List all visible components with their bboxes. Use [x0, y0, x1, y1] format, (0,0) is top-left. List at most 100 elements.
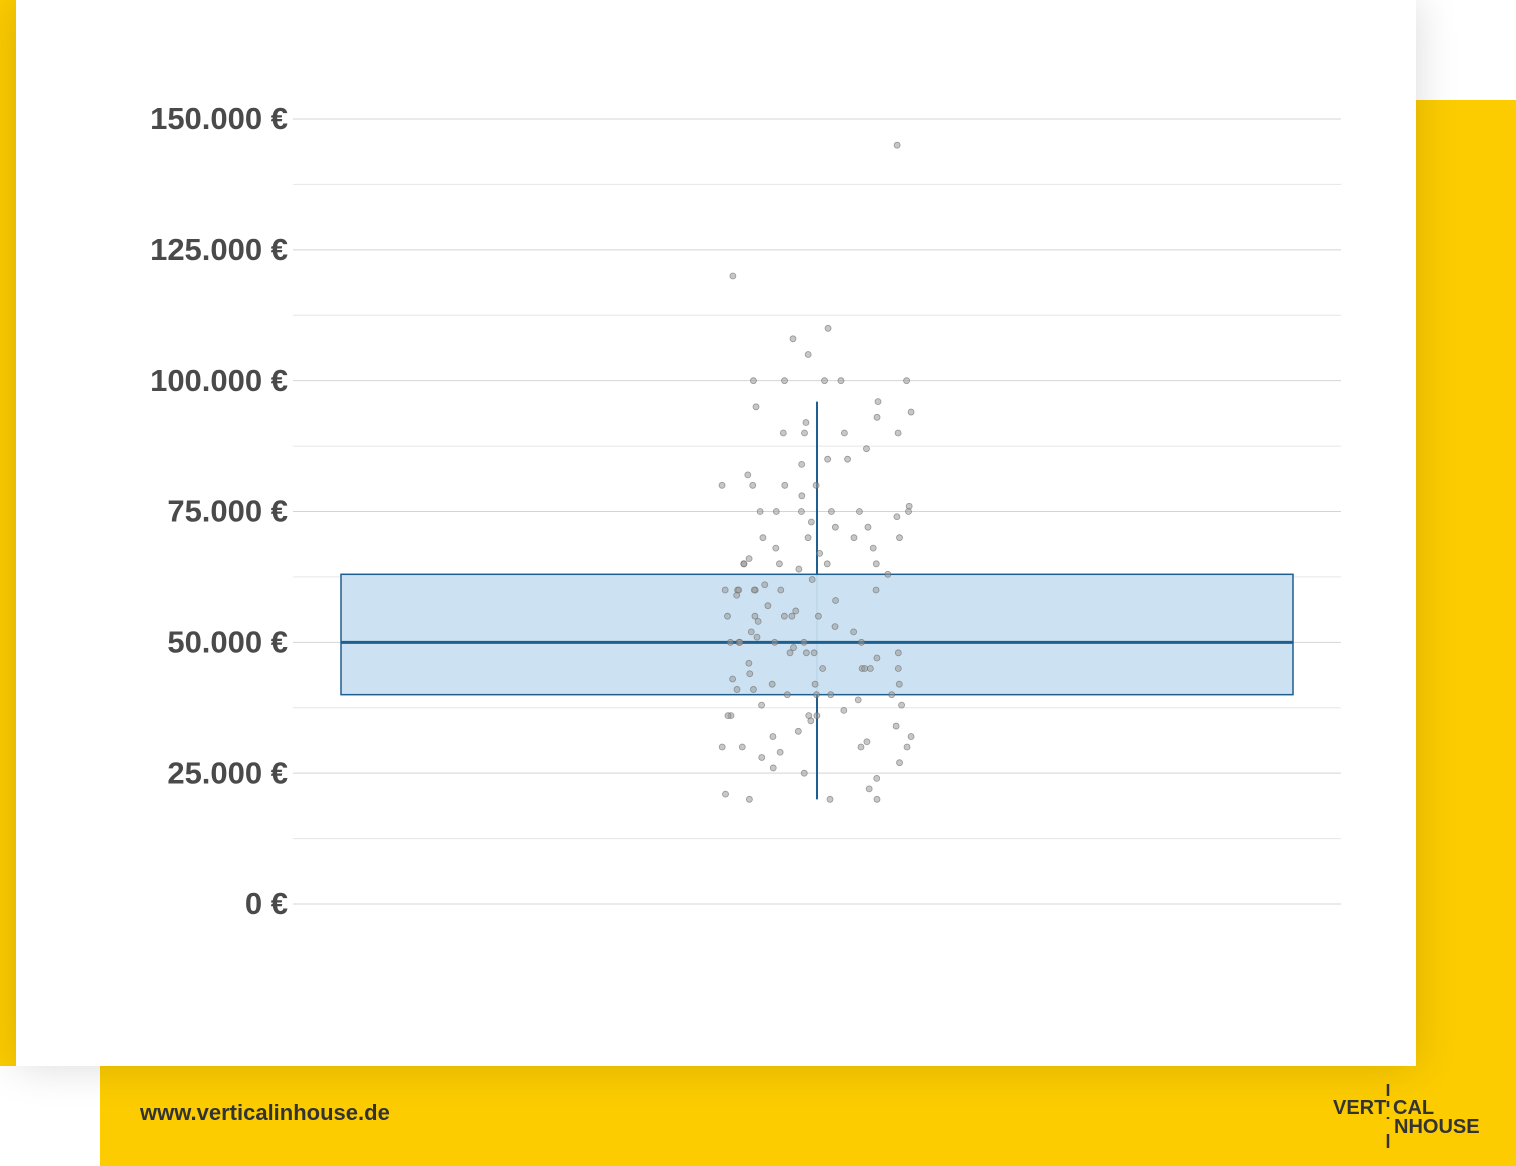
data-point: [802, 649, 810, 657]
data-point: [804, 534, 812, 542]
y-tick-label: 75.000 €: [167, 494, 288, 529]
data-point: [903, 377, 910, 385]
data-point: [769, 764, 777, 772]
data-point: [893, 141, 901, 149]
data-point: [779, 429, 787, 437]
data-point: [800, 638, 808, 646]
data-point: [814, 612, 822, 620]
data-point: [858, 638, 865, 646]
data-point: [810, 649, 818, 657]
data-point: [733, 686, 741, 693]
data-point: [831, 623, 839, 631]
data-point: [827, 691, 835, 699]
data-point: [811, 680, 819, 688]
data-point: [865, 785, 873, 793]
data-point: [752, 403, 760, 411]
data-point: [729, 675, 736, 683]
data-point: [745, 795, 753, 803]
data-point: [826, 795, 834, 803]
logo: VERT CAL NHOUSE: [1333, 1084, 1480, 1148]
data-point: [813, 691, 820, 699]
footer-url: www.verticalinhouse.de: [140, 1100, 390, 1125]
data-point: [907, 408, 915, 416]
chart-card: [16, 0, 1416, 1066]
data-point: [863, 445, 870, 453]
data-point: [801, 429, 808, 437]
data-point: [898, 701, 905, 709]
data-point: [794, 727, 802, 735]
data-point: [894, 429, 902, 437]
data-point: [761, 581, 769, 589]
data-point: [777, 586, 785, 594]
data-point: [895, 680, 903, 688]
data-point: [812, 481, 820, 489]
accent-block: [1416, 100, 1516, 1166]
data-point: [771, 638, 779, 646]
data-point: [821, 377, 828, 385]
data-point: [756, 508, 764, 515]
data-point: [721, 586, 729, 594]
logo-text: CAL: [1393, 1097, 1434, 1119]
data-point: [724, 712, 732, 719]
y-tick-label: 50.000 €: [167, 625, 288, 660]
data-point: [873, 654, 881, 662]
data-point: [905, 508, 912, 515]
data-point: [751, 612, 759, 620]
data-point: [780, 612, 788, 620]
data-point: [759, 534, 767, 542]
data-point: [861, 665, 869, 672]
data-point: [772, 544, 780, 552]
data-point: [854, 696, 862, 704]
data-point: [758, 754, 766, 761]
data-point: [750, 377, 757, 385]
data-point: [850, 534, 858, 542]
data-point: [724, 612, 731, 620]
data-point: [718, 481, 726, 489]
data-point: [808, 576, 816, 583]
data-point: [823, 560, 831, 568]
data-point: [788, 612, 796, 620]
footer-band: [100, 1066, 1516, 1166]
plot: 0 € 25.000 € 50.000 € 75.000 € 100.000 € 125.…: [150, 101, 1341, 921]
data-point: [888, 691, 896, 699]
data-point: [772, 508, 780, 515]
data-point: [856, 508, 863, 515]
data-point: [718, 743, 726, 751]
data-point: [783, 691, 791, 699]
data-point: [907, 733, 915, 740]
data-point: [798, 508, 805, 515]
data-point: [781, 377, 788, 385]
data-point: [733, 591, 741, 599]
data-point: [807, 717, 815, 725]
data-point: [738, 743, 746, 751]
data-point: [844, 455, 851, 463]
data-point: [750, 586, 758, 594]
data-point: [747, 628, 755, 636]
data-point: [824, 455, 832, 463]
data-point: [840, 706, 848, 714]
data-point: [828, 508, 835, 515]
data-point: [869, 544, 877, 552]
data-point: [892, 722, 900, 730]
data-point: [744, 471, 752, 479]
logo-text: VERT: [1333, 1097, 1386, 1119]
data-point: [736, 638, 744, 646]
data-point: [807, 518, 815, 526]
data-point: [813, 712, 821, 719]
data-point: [745, 659, 753, 667]
data-point: [804, 351, 812, 358]
data-point: [798, 492, 806, 500]
data-point: [722, 790, 729, 798]
box: [340, 573, 1294, 696]
data-point: [872, 586, 880, 594]
data-point: [874, 398, 882, 406]
data-point: [768, 680, 776, 688]
data-point: [873, 795, 881, 803]
data-point: [816, 549, 824, 557]
data-point: [857, 743, 865, 751]
data-point: [776, 560, 783, 568]
data-point: [745, 555, 753, 562]
logo-text: NHOUSE: [1394, 1116, 1480, 1138]
data-point: [789, 335, 797, 343]
